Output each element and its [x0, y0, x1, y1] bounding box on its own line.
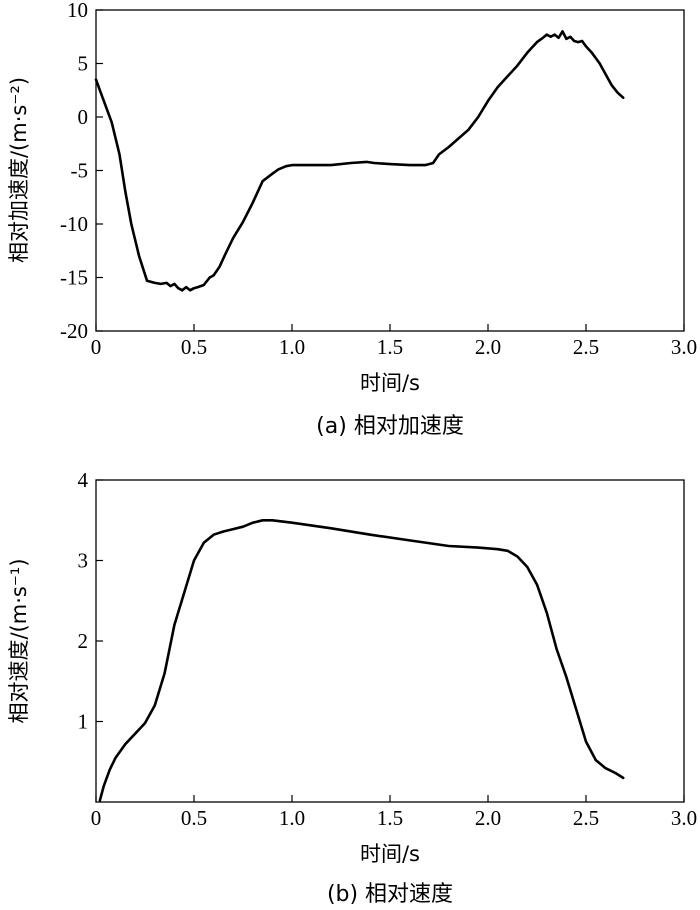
y-tick-label: 0 — [78, 105, 89, 129]
x-tick-label: 2.5 — [573, 335, 599, 359]
x-tick-label: 2.5 — [573, 806, 599, 830]
y-tick-labels: -20 -15 -10 -5 0 5 10 — [60, 0, 103, 343]
x-tick-label: 3.0 — [671, 806, 697, 830]
x-tick-label: 3.0 — [671, 335, 697, 359]
y-tick-label: -10 — [60, 212, 88, 236]
y-tick-label: -15 — [60, 266, 88, 290]
x-tick-labels: 0 0.5 1.0 1.5 2.0 2.5 3.0 — [91, 795, 697, 830]
y-tick-label: 5 — [78, 52, 89, 76]
x-tick-label: 1.0 — [279, 806, 305, 830]
x-tick-labels: 0 0.5 1.0 1.5 2.0 2.5 3.0 — [91, 324, 697, 359]
chart-relative-acceleration: 0 0.5 1.0 1.5 2.0 2.5 3.0 -20 -15 -10 -5 0 5 10 时间/s… — [7, 0, 697, 439]
x-tick-label: 0 — [91, 335, 102, 359]
chart-relative-velocity: 0 0.5 1.0 1.5 2.0 2.5 3.0 1 2 3 4 时间/s 相对速度/(m·s⁻… — [7, 468, 697, 907]
y-tick-label: 3 — [78, 549, 89, 573]
x-tick-label: 2.0 — [475, 806, 501, 830]
plot-frame — [95, 479, 685, 803]
x-tick-label: 0.5 — [181, 335, 207, 359]
y-tick-label: 10 — [67, 0, 88, 22]
chart-caption: (b) 相对速度 — [327, 882, 453, 907]
y-tick-label: 1 — [78, 710, 89, 734]
x-tick-label: 2.0 — [475, 335, 501, 359]
y-tick-label: -20 — [60, 319, 88, 343]
chart-caption: (a) 相对加速度 — [316, 414, 464, 439]
y-tick-label: -5 — [71, 159, 89, 183]
y-axis-label: 相对加速度/(m·s⁻²) — [7, 77, 31, 263]
y-tick-label: 4 — [78, 468, 89, 492]
series-line — [94, 30, 625, 292]
x-axis-label: 时间/s — [360, 842, 420, 866]
x-tick-label: 1.5 — [377, 806, 403, 830]
y-tick-label: 2 — [78, 629, 89, 653]
x-tick-label: 0.5 — [181, 806, 207, 830]
series-line — [98, 519, 625, 802]
x-axis-label: 时间/s — [360, 371, 420, 395]
x-tick-label: 1.5 — [377, 335, 403, 359]
x-tick-label: 0 — [91, 806, 102, 830]
y-axis-label: 相对速度/(m·s⁻¹) — [7, 558, 31, 723]
x-tick-label: 1.0 — [279, 335, 305, 359]
y-tick-labels: 1 2 3 4 — [78, 468, 103, 734]
